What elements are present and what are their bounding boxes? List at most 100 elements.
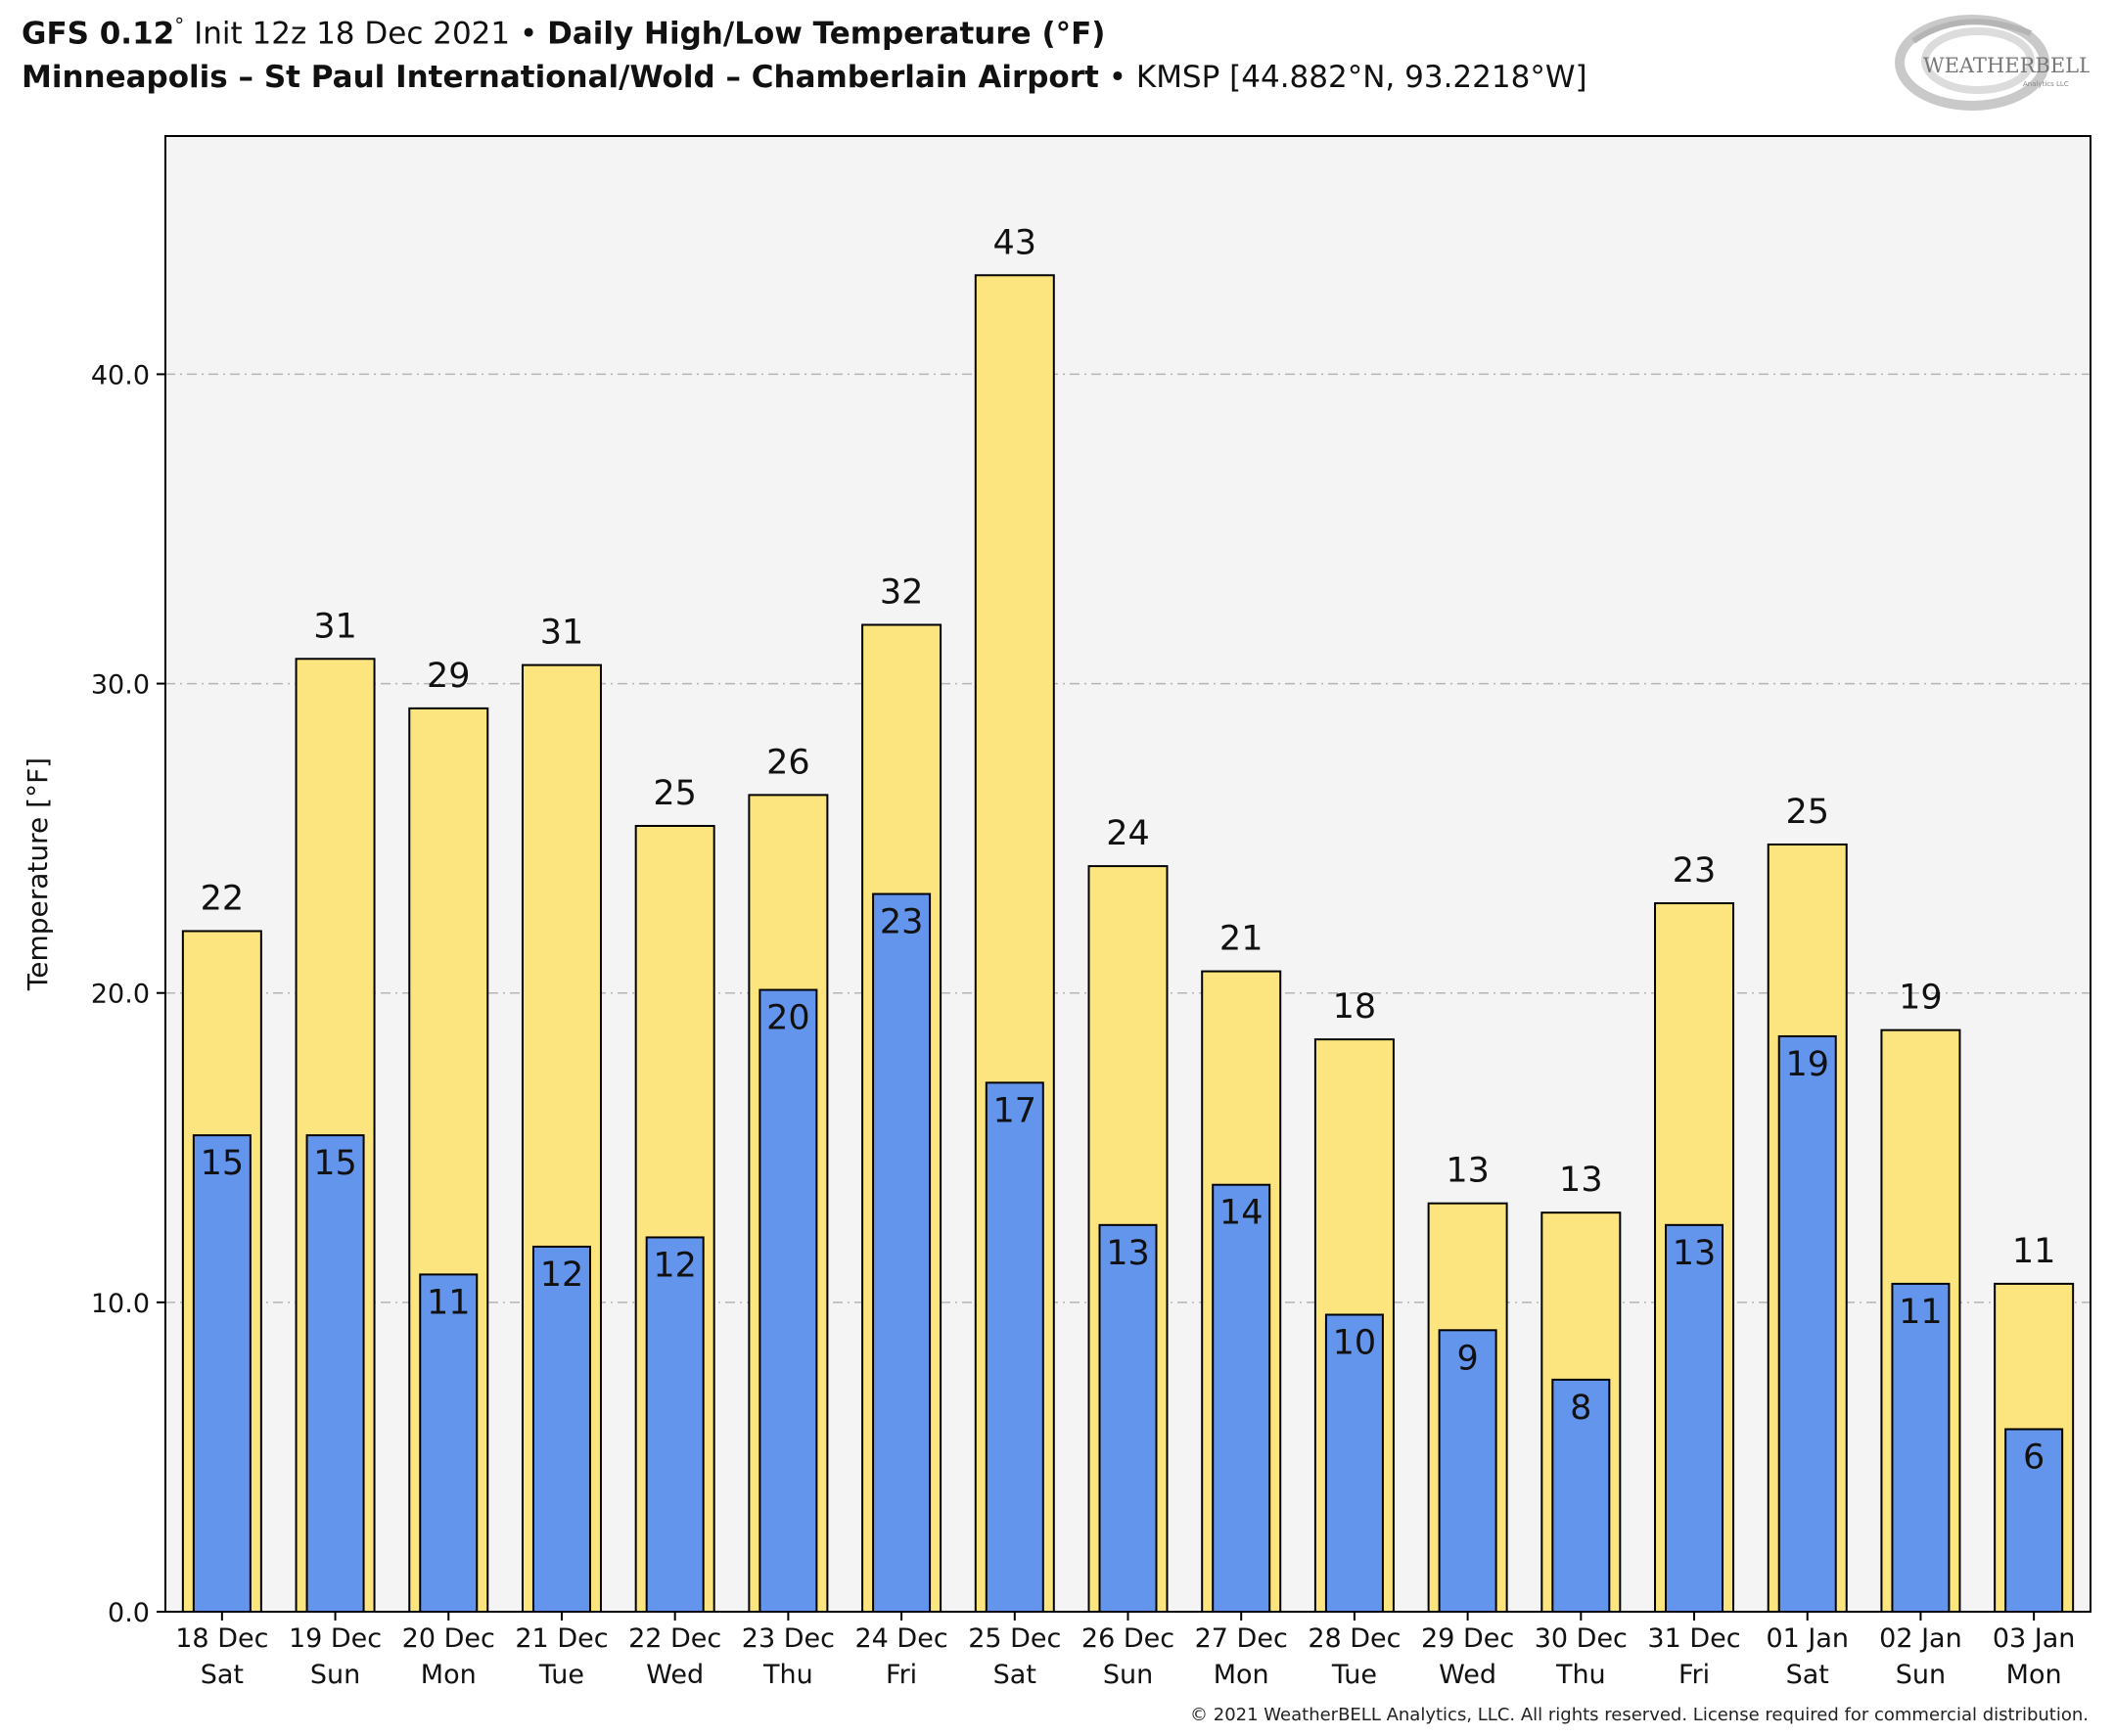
low-value-label: 11: [427, 1283, 471, 1322]
x-axis: 18 Dec Sat 19 Dec Sun 20 Dec Mon 21 Dec Tue 22 D…: [175, 1612, 2075, 1690]
low-bar: [985, 1081, 1044, 1613]
high-value-label: 31: [540, 614, 584, 653]
high-value-label: 25: [653, 774, 697, 813]
x-tick-weekday: Sun: [310, 1660, 360, 1690]
low-value-label: 13: [1673, 1234, 1717, 1273]
x-tick-weekday: Sat: [1786, 1660, 1829, 1690]
x-tick-weekday: Sun: [1103, 1660, 1153, 1690]
chart-title-line-1: GFS 0.12° Init 12z 18 Dec 2021 • Daily H…: [22, 14, 1105, 51]
low-bar: [1891, 1282, 1951, 1614]
high-value-label: 23: [1673, 851, 1717, 891]
x-tick-date: 20 Dec: [402, 1623, 495, 1654]
low-value-label: 14: [1219, 1194, 1264, 1233]
y-tick-label: 0.0: [108, 1598, 150, 1628]
x-tick-weekday: Mon: [1214, 1660, 1269, 1690]
copyright-notice: © 2021 WeatherBELL Analytics, LLC. All r…: [1190, 1705, 2089, 1725]
low-bar: [192, 1134, 252, 1614]
chart-title-line-2: Minneapolis – St Paul International/Wold…: [22, 60, 1587, 95]
low-value-label: 11: [1899, 1293, 1943, 1332]
x-tick-date: 23 Dec: [742, 1623, 835, 1654]
y-tick-label: 10.0: [91, 1289, 150, 1319]
plot-frame: [164, 135, 2091, 1613]
high-value-label: 43: [993, 223, 1037, 262]
high-value-label: 18: [1333, 987, 1377, 1027]
low-value-label: 23: [880, 903, 924, 942]
init-time: Init 12z 18 Dec 2021: [194, 16, 511, 52]
x-tick-weekday: Fri: [886, 1660, 917, 1690]
low-bar: [645, 1236, 705, 1614]
low-value-label: 6: [2023, 1438, 2045, 1477]
x-tick-weekday: Thu: [1555, 1660, 1606, 1690]
high-value-label: 22: [201, 879, 245, 918]
x-tick-weekday: Thu: [762, 1660, 813, 1690]
degree-mark: °: [174, 14, 185, 37]
chart-title: Daily High/Low Temperature (°F): [547, 16, 1106, 52]
low-value-label: 8: [1570, 1389, 1591, 1428]
y-tick-label: 40.0: [91, 360, 150, 390]
low-value-label: 17: [993, 1091, 1037, 1130]
high-value-label: 31: [313, 607, 357, 646]
low-value-label: 10: [1333, 1324, 1377, 1363]
high-value-label: 24: [1106, 814, 1150, 853]
low-bar: [1324, 1313, 1384, 1614]
low-value-label: 20: [766, 999, 810, 1038]
station-separator: •: [1108, 60, 1126, 95]
x-tick-weekday: Mon: [421, 1660, 477, 1690]
model-name: GFS 0.12: [22, 16, 175, 52]
y-tick-label: 20.0: [91, 980, 150, 1010]
station-name: Minneapolis – St Paul International/Wold…: [22, 60, 1099, 95]
low-bar: [1098, 1223, 1158, 1613]
low-value-label: 9: [1456, 1339, 1478, 1378]
station-id: KMSP [44.882°N, 93.2218°W]: [1135, 60, 1587, 95]
logo-subtext: Analytics LLC: [2023, 80, 2069, 88]
bars: [181, 274, 2075, 1614]
low-value-label: 12: [653, 1246, 697, 1285]
low-bar: [1212, 1183, 1271, 1613]
y-axis: 0.0 10.0 20.0 30.0 40.0: [91, 360, 165, 1628]
x-tick-weekday: Tue: [538, 1660, 584, 1690]
x-tick-date: 01 Jan: [1766, 1623, 1849, 1654]
x-tick-date: 30 Dec: [1535, 1623, 1628, 1654]
x-tick-weekday: Wed: [646, 1660, 704, 1690]
low-value-label: 13: [1106, 1234, 1150, 1273]
x-tick-weekday: Mon: [2006, 1660, 2062, 1690]
x-tick-date: 25 Dec: [968, 1623, 1061, 1654]
low-bar: [758, 988, 818, 1613]
y-axis-label: Temperature [°F]: [22, 757, 54, 991]
x-tick-date: 26 Dec: [1081, 1623, 1174, 1654]
x-tick-date: 29 Dec: [1421, 1623, 1514, 1654]
x-tick-date: 19 Dec: [289, 1623, 382, 1654]
low-bar: [531, 1245, 591, 1613]
x-tick-weekday: Sat: [201, 1660, 244, 1690]
x-tick-date: 02 Jan: [1879, 1623, 1962, 1654]
x-tick-weekday: Fri: [1678, 1660, 1710, 1690]
logo-text: WEATHERBELL: [1923, 54, 2090, 77]
low-bar: [305, 1134, 365, 1614]
high-value-label: 19: [1899, 979, 1943, 1018]
x-tick-date: 18 Dec: [175, 1623, 268, 1654]
low-value-label: 19: [1785, 1045, 1829, 1084]
high-value-label: 13: [1559, 1161, 1603, 1200]
x-tick-date: 22 Dec: [628, 1623, 721, 1654]
high-value-label: 26: [766, 743, 810, 782]
high-value-label: 21: [1219, 920, 1264, 959]
x-tick-weekday: Sun: [1896, 1660, 1946, 1690]
high-value-label: 13: [1446, 1152, 1490, 1191]
high-value-label: 11: [2012, 1232, 2056, 1271]
data-labels: 22 15 31 15 29 11 31 12 25 12 26 20 32 23 43 17 24 13 21 14…: [201, 223, 2056, 1477]
x-tick-date: 03 Jan: [1993, 1623, 2076, 1654]
high-value-label: 32: [880, 573, 924, 613]
low-bar: [872, 892, 932, 1613]
low-bar: [1665, 1223, 1724, 1613]
high-value-label: 29: [427, 657, 471, 696]
y-tick-label: 30.0: [91, 670, 150, 701]
x-tick-weekday: Wed: [1439, 1660, 1496, 1690]
title-separator: •: [519, 16, 538, 52]
x-tick-date: 27 Dec: [1195, 1623, 1288, 1654]
low-value-label: 15: [313, 1144, 357, 1183]
x-tick-date: 21 Dec: [515, 1623, 608, 1654]
low-bar: [1777, 1034, 1837, 1613]
x-tick-date: 28 Dec: [1308, 1623, 1401, 1654]
x-tick-date: 31 Dec: [1647, 1623, 1740, 1654]
